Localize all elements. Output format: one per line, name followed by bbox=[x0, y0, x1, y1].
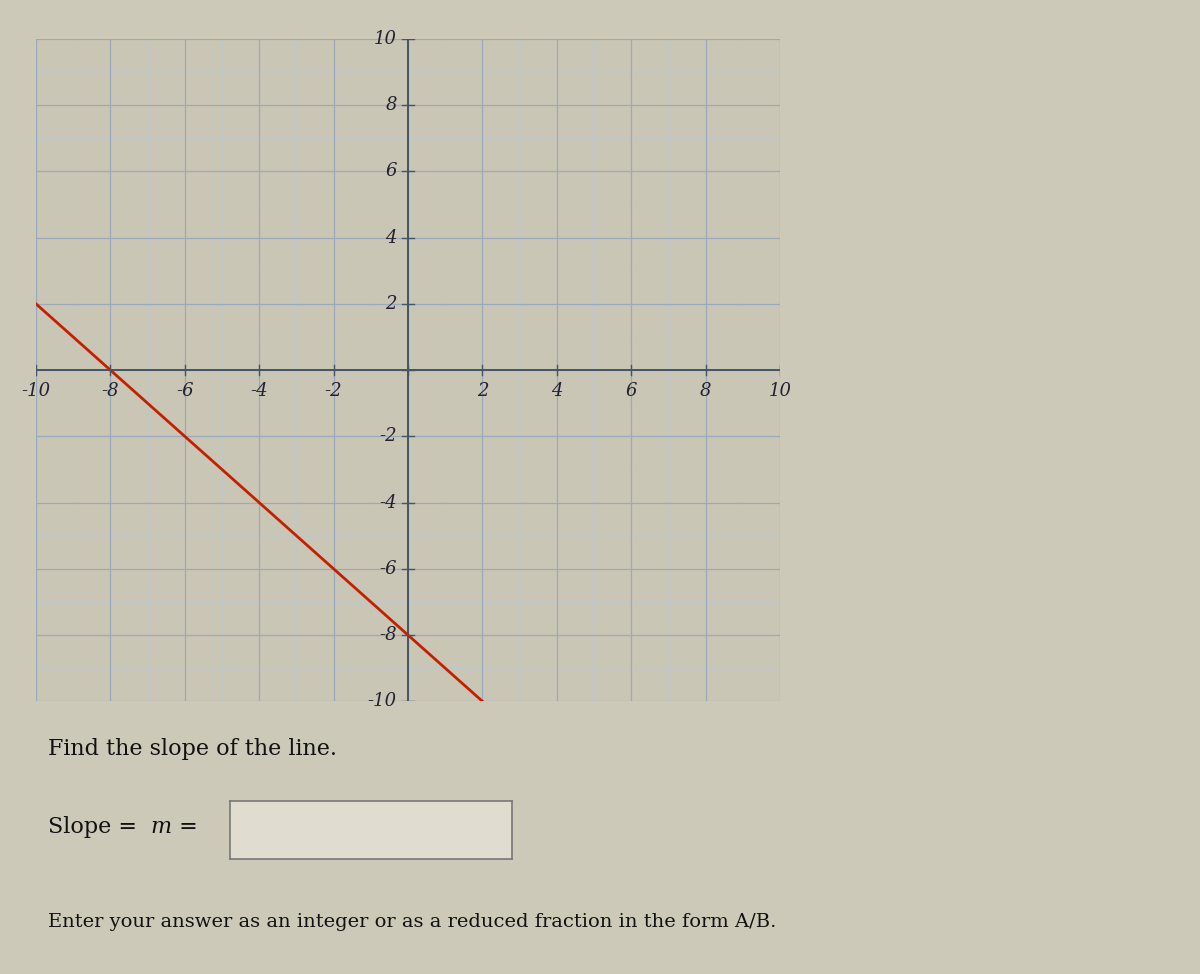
Text: 2: 2 bbox=[476, 382, 488, 399]
Text: -10: -10 bbox=[367, 693, 397, 710]
Text: m: m bbox=[150, 816, 172, 838]
Text: 6: 6 bbox=[625, 382, 637, 399]
Text: -4: -4 bbox=[251, 382, 268, 399]
Text: -10: -10 bbox=[22, 382, 50, 399]
Text: -2: -2 bbox=[325, 382, 342, 399]
Text: -4: -4 bbox=[379, 494, 397, 511]
Text: 4: 4 bbox=[551, 382, 563, 399]
Text: -6: -6 bbox=[176, 382, 193, 399]
Text: 8: 8 bbox=[700, 382, 712, 399]
Text: 6: 6 bbox=[385, 163, 397, 180]
Text: 10: 10 bbox=[374, 30, 397, 48]
Text: Find the slope of the line.: Find the slope of the line. bbox=[48, 738, 337, 760]
Text: -6: -6 bbox=[379, 560, 397, 578]
Text: -8: -8 bbox=[102, 382, 119, 399]
Text: Enter your answer as an integer or as a reduced fraction in the form A/B.: Enter your answer as an integer or as a … bbox=[48, 914, 776, 931]
Text: -2: -2 bbox=[379, 428, 397, 445]
Text: 2: 2 bbox=[385, 295, 397, 313]
Text: 8: 8 bbox=[385, 96, 397, 114]
Text: 10: 10 bbox=[768, 382, 792, 399]
Text: -8: -8 bbox=[379, 626, 397, 644]
Text: =: = bbox=[172, 816, 197, 838]
Text: Slope =: Slope = bbox=[48, 816, 144, 838]
Text: 4: 4 bbox=[385, 229, 397, 246]
